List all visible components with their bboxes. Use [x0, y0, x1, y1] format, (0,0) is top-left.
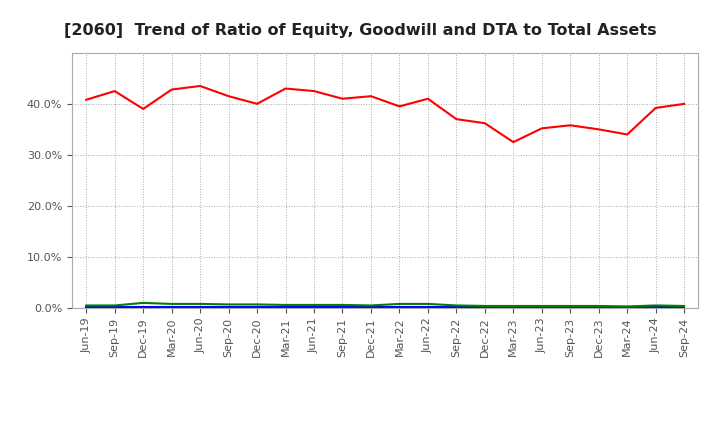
Line: Deferred Tax Assets: Deferred Tax Assets	[86, 303, 684, 307]
Goodwill	[167, 305, 176, 310]
Equity	[652, 105, 660, 110]
Goodwill	[537, 305, 546, 310]
Goodwill	[623, 305, 631, 310]
Deferred Tax Assets	[110, 303, 119, 308]
Deferred Tax Assets	[566, 303, 575, 308]
Goodwill	[566, 305, 575, 310]
Equity	[395, 104, 404, 109]
Goodwill	[310, 305, 318, 310]
Goodwill	[82, 305, 91, 310]
Deferred Tax Assets	[537, 303, 546, 308]
Equity	[139, 106, 148, 112]
Goodwill	[366, 305, 375, 310]
Equity	[452, 117, 461, 122]
Goodwill	[196, 305, 204, 310]
Equity	[423, 96, 432, 101]
Line: Equity: Equity	[86, 86, 684, 142]
Equity	[310, 88, 318, 94]
Equity	[623, 132, 631, 137]
Equity	[167, 87, 176, 92]
Deferred Tax Assets	[680, 303, 688, 308]
Goodwill	[423, 305, 432, 310]
Text: [2060]  Trend of Ratio of Equity, Goodwill and DTA to Total Assets: [2060] Trend of Ratio of Equity, Goodwil…	[63, 23, 657, 38]
Equity	[537, 126, 546, 131]
Deferred Tax Assets	[253, 302, 261, 307]
Goodwill	[338, 305, 347, 310]
Deferred Tax Assets	[623, 304, 631, 309]
Goodwill	[282, 305, 290, 310]
Equity	[196, 83, 204, 88]
Deferred Tax Assets	[366, 303, 375, 308]
Goodwill	[253, 305, 261, 310]
Equity	[338, 96, 347, 101]
Deferred Tax Assets	[595, 303, 603, 308]
Deferred Tax Assets	[139, 300, 148, 305]
Equity	[566, 123, 575, 128]
Deferred Tax Assets	[423, 301, 432, 307]
Equity	[225, 94, 233, 99]
Deferred Tax Assets	[196, 301, 204, 307]
Goodwill	[652, 305, 660, 310]
Deferred Tax Assets	[395, 301, 404, 307]
Goodwill	[452, 305, 461, 310]
Deferred Tax Assets	[82, 303, 91, 308]
Deferred Tax Assets	[282, 302, 290, 308]
Goodwill	[395, 305, 404, 310]
Deferred Tax Assets	[452, 303, 461, 308]
Equity	[366, 94, 375, 99]
Equity	[680, 101, 688, 106]
Deferred Tax Assets	[167, 301, 176, 307]
Deferred Tax Assets	[652, 303, 660, 308]
Deferred Tax Assets	[338, 302, 347, 308]
Equity	[282, 86, 290, 91]
Equity	[82, 97, 91, 103]
Goodwill	[680, 305, 688, 310]
Deferred Tax Assets	[509, 303, 518, 308]
Equity	[110, 88, 119, 94]
Equity	[480, 121, 489, 126]
Goodwill	[225, 305, 233, 310]
Goodwill	[480, 305, 489, 310]
Equity	[253, 101, 261, 106]
Deferred Tax Assets	[225, 302, 233, 307]
Goodwill	[509, 305, 518, 310]
Goodwill	[110, 305, 119, 310]
Equity	[595, 127, 603, 132]
Deferred Tax Assets	[480, 303, 489, 308]
Deferred Tax Assets	[310, 302, 318, 308]
Goodwill	[139, 305, 148, 310]
Equity	[509, 139, 518, 145]
Goodwill	[595, 305, 603, 310]
